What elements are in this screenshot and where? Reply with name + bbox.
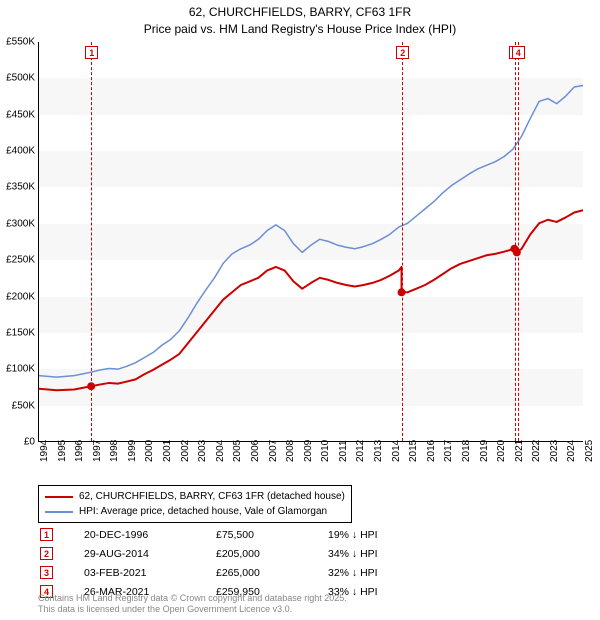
legend-swatch-red bbox=[45, 496, 73, 498]
sale-delta: 19% ↓ HPI bbox=[328, 526, 378, 543]
x-tick-label: 1994 bbox=[39, 440, 50, 462]
sale-marker-box: 1 bbox=[85, 46, 98, 59]
x-tick-label: 2013 bbox=[373, 440, 384, 462]
series-hpi bbox=[39, 85, 583, 377]
x-tick-label: 2005 bbox=[232, 440, 243, 462]
legend-label-hpi: HPI: Average price, detached house, Vale… bbox=[79, 504, 327, 519]
legend-row-price-paid: 62, CHURCHFIELDS, BARRY, CF63 1FR (detac… bbox=[45, 489, 345, 504]
y-tick-label: £450K bbox=[1, 109, 35, 120]
y-tick-label: £150K bbox=[1, 327, 35, 338]
x-tick-label: 2009 bbox=[303, 440, 314, 462]
x-tick-label: 2015 bbox=[408, 440, 419, 462]
sale-vertical-line bbox=[518, 42, 519, 441]
y-tick-label: £400K bbox=[1, 146, 35, 157]
x-tick-label: 2023 bbox=[549, 440, 560, 462]
table-row: 2 29-AUG-2014£205,00034% ↓ HPI bbox=[40, 545, 378, 562]
title-line2: Price paid vs. HM Land Registry's House … bbox=[0, 21, 600, 38]
x-tick-label: 2022 bbox=[531, 440, 542, 462]
x-tick-label: 2001 bbox=[162, 440, 173, 462]
chart-plot-area: £0£50K£100K£150K£200K£250K£300K£350K£400… bbox=[38, 42, 583, 442]
x-tick-label: 2019 bbox=[479, 440, 490, 462]
table-row: 3 03-FEB-2021£265,00032% ↓ HPI bbox=[40, 564, 378, 581]
sale-price: £265,000 bbox=[216, 564, 326, 581]
attribution-line1: Contains HM Land Registry data © Crown c… bbox=[38, 593, 347, 605]
x-tick-label: 2024 bbox=[566, 440, 577, 462]
x-tick-label: 2004 bbox=[215, 440, 226, 462]
x-tick-label: 2016 bbox=[426, 440, 437, 462]
legend-label-price-paid: 62, CHURCHFIELDS, BARRY, CF63 1FR (detac… bbox=[79, 489, 345, 504]
sale-index-box: 3 bbox=[40, 566, 53, 579]
attribution: Contains HM Land Registry data © Crown c… bbox=[38, 593, 347, 616]
y-tick-label: £300K bbox=[1, 218, 35, 229]
x-tick-label: 1997 bbox=[92, 440, 103, 462]
x-tick-label: 2010 bbox=[320, 440, 331, 462]
sale-price: £75,500 bbox=[216, 526, 326, 543]
sale-index-box: 2 bbox=[40, 547, 53, 560]
y-tick-label: £0 bbox=[1, 437, 35, 448]
sale-marker-box: 4 bbox=[512, 46, 525, 59]
y-tick-label: £200K bbox=[1, 291, 35, 302]
attribution-line2: This data is licensed under the Open Gov… bbox=[38, 604, 347, 616]
sale-vertical-line bbox=[91, 42, 92, 441]
sale-date: 03-FEB-2021 bbox=[84, 564, 214, 581]
x-tick-label: 2002 bbox=[180, 440, 191, 462]
sale-date: 20-DEC-1996 bbox=[84, 526, 214, 543]
x-tick-label: 1998 bbox=[109, 440, 120, 462]
x-tick-label: 2006 bbox=[250, 440, 261, 462]
chart-title: 62, CHURCHFIELDS, BARRY, CF63 1FR Price … bbox=[0, 0, 600, 40]
y-tick-label: £350K bbox=[1, 182, 35, 193]
x-tick-label: 2008 bbox=[285, 440, 296, 462]
series-price_paid bbox=[39, 210, 583, 390]
x-tick-label: 2000 bbox=[144, 440, 155, 462]
y-tick-label: £250K bbox=[1, 255, 35, 266]
table-row: 1 20-DEC-1996£75,50019% ↓ HPI bbox=[40, 526, 378, 543]
sale-index-box: 1 bbox=[40, 528, 53, 541]
x-tick-label: 1999 bbox=[127, 440, 138, 462]
x-tick-label: 2018 bbox=[461, 440, 472, 462]
sale-delta: 32% ↓ HPI bbox=[328, 564, 378, 581]
x-tick-label: 2007 bbox=[268, 440, 279, 462]
chart-svg bbox=[39, 42, 583, 441]
sale-marker-box: 2 bbox=[396, 46, 409, 59]
sale-date: 29-AUG-2014 bbox=[84, 545, 214, 562]
x-tick-label: 1996 bbox=[74, 440, 85, 462]
x-tick-label: 2021 bbox=[514, 440, 525, 462]
legend-row-hpi: HPI: Average price, detached house, Vale… bbox=[45, 504, 345, 519]
x-tick-label: 2011 bbox=[338, 440, 349, 462]
y-tick-label: £550K bbox=[1, 37, 35, 48]
x-tick-label: 2014 bbox=[391, 440, 402, 462]
y-tick-label: £100K bbox=[1, 364, 35, 375]
sale-price: £205,000 bbox=[216, 545, 326, 562]
sale-vertical-line bbox=[515, 42, 516, 441]
sale-delta: 34% ↓ HPI bbox=[328, 545, 378, 562]
x-tick-label: 2003 bbox=[197, 440, 208, 462]
sales-table: 1 20-DEC-1996£75,50019% ↓ HPI 2 29-AUG-2014… bbox=[38, 524, 380, 602]
legend-swatch-blue bbox=[45, 511, 73, 513]
x-tick-label: 2025 bbox=[584, 440, 595, 462]
sale-vertical-line bbox=[402, 42, 403, 441]
title-line1: 62, CHURCHFIELDS, BARRY, CF63 1FR bbox=[0, 4, 600, 21]
x-tick-label: 2020 bbox=[496, 440, 507, 462]
y-tick-label: £50K bbox=[1, 400, 35, 411]
legend: 62, CHURCHFIELDS, BARRY, CF63 1FR (detac… bbox=[38, 485, 352, 523]
y-tick-label: £500K bbox=[1, 73, 35, 84]
x-tick-label: 1995 bbox=[57, 440, 68, 462]
x-tick-label: 2012 bbox=[355, 440, 366, 462]
x-tick-label: 2017 bbox=[443, 440, 454, 462]
